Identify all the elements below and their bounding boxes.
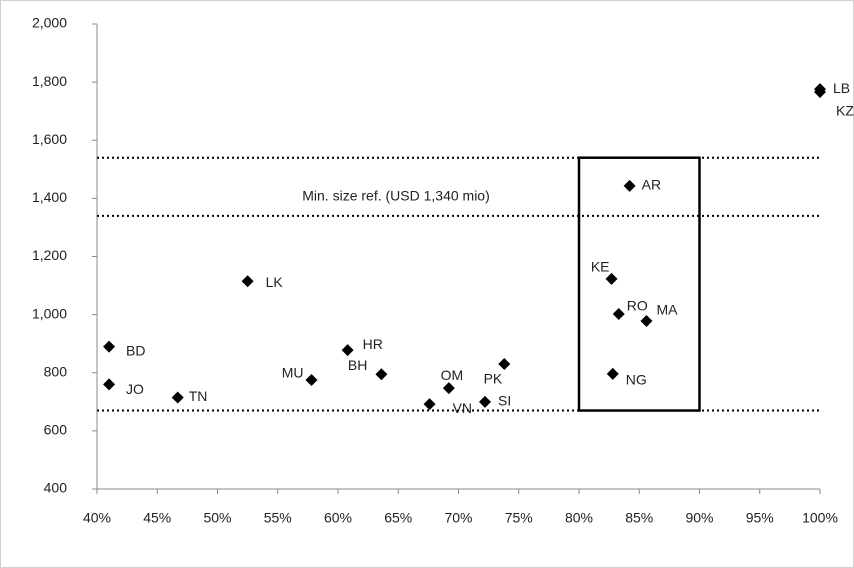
x-tick-label: 85% bbox=[625, 510, 653, 526]
x-tick-label: 40% bbox=[83, 510, 111, 526]
highlight-box bbox=[577, 156, 701, 412]
point-label: JO bbox=[126, 381, 144, 397]
x-tick-label: 95% bbox=[746, 510, 774, 526]
point-label: BH bbox=[348, 357, 367, 373]
point bbox=[375, 368, 388, 381]
point bbox=[612, 308, 625, 321]
point-label: TN bbox=[189, 388, 208, 404]
x-tick-label: 80% bbox=[565, 510, 593, 526]
point bbox=[171, 391, 184, 404]
point bbox=[241, 275, 254, 288]
y-tick-label: 1,200 bbox=[32, 247, 67, 263]
point bbox=[341, 344, 354, 357]
y-tick-label: 1,600 bbox=[32, 131, 67, 147]
x-tick-label: 55% bbox=[264, 510, 292, 526]
point-label: PK bbox=[484, 371, 503, 387]
x-tick-label: 90% bbox=[685, 510, 713, 526]
point-label: KE bbox=[591, 259, 610, 275]
point-label: VN bbox=[453, 400, 472, 416]
point bbox=[103, 378, 116, 391]
point-label: MA bbox=[656, 302, 678, 318]
point-label: OM bbox=[441, 367, 464, 383]
point-label: HR bbox=[363, 336, 383, 352]
point bbox=[640, 315, 653, 328]
point bbox=[606, 367, 619, 380]
point-label: MU bbox=[282, 365, 304, 381]
point-label: BD bbox=[126, 342, 145, 358]
point bbox=[623, 179, 636, 192]
point-label: RO bbox=[627, 298, 648, 314]
y-tick-label: 600 bbox=[44, 422, 68, 438]
point-label: NG bbox=[626, 372, 647, 388]
point bbox=[814, 86, 826, 99]
point bbox=[305, 374, 318, 387]
x-tick-label: 75% bbox=[505, 510, 533, 526]
point bbox=[423, 398, 436, 411]
point bbox=[498, 358, 511, 371]
point bbox=[103, 340, 116, 353]
x-tick-label: 60% bbox=[324, 510, 352, 526]
point-label: KZ bbox=[836, 103, 854, 119]
y-tick-label: 2,000 bbox=[32, 15, 67, 31]
x-tick-label: 100% bbox=[802, 510, 838, 526]
x-tick-label: 65% bbox=[384, 510, 412, 526]
annotation: Min. size ref. (USD 1,340 mio) bbox=[302, 188, 490, 204]
x-tick-label: 70% bbox=[444, 510, 472, 526]
y-tick-label: 1,000 bbox=[32, 305, 67, 321]
y-tick-label: 1,400 bbox=[32, 189, 67, 205]
point-label: LB bbox=[833, 80, 850, 96]
point-label: SI bbox=[498, 393, 511, 409]
y-tick-label: 400 bbox=[44, 480, 68, 496]
x-tick-label: 45% bbox=[143, 510, 171, 526]
x-tick-label: 50% bbox=[203, 510, 231, 526]
point bbox=[442, 382, 455, 395]
point-label: LK bbox=[266, 274, 284, 290]
y-tick-label: 800 bbox=[44, 363, 68, 379]
point bbox=[479, 395, 492, 408]
point bbox=[605, 272, 618, 285]
y-tick-label: 1,800 bbox=[32, 73, 67, 89]
point-label: AR bbox=[642, 177, 661, 193]
